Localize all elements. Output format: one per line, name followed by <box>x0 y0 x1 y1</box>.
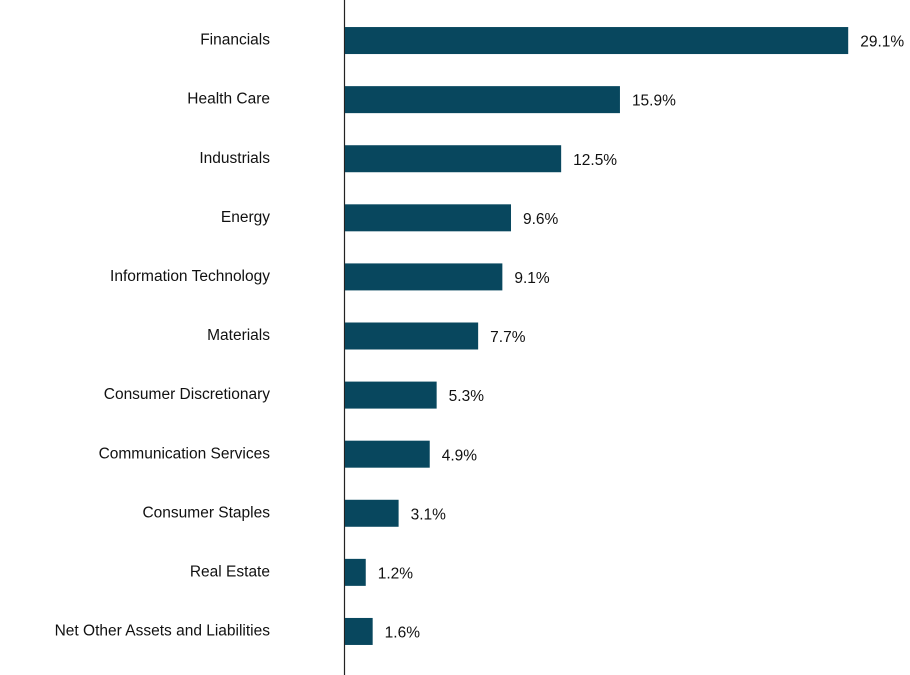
bar <box>345 558 366 586</box>
category-label: Energy <box>221 209 270 226</box>
category-label: Materials <box>207 327 270 344</box>
value-label: 29.1% <box>860 34 904 51</box>
bar <box>345 381 437 409</box>
value-label: 9.6% <box>523 211 559 228</box>
bar <box>345 322 479 350</box>
category-label: Consumer Discretionary <box>104 386 270 403</box>
value-label: 15.9% <box>632 93 676 110</box>
bar <box>345 204 512 232</box>
category-label: Information Technology <box>110 268 270 285</box>
value-label: 3.1% <box>411 506 447 523</box>
value-label: 9.1% <box>514 270 550 287</box>
value-label: 5.3% <box>449 388 485 405</box>
bar <box>345 263 503 291</box>
value-label: 1.2% <box>378 565 414 582</box>
value-label: 1.6% <box>385 625 421 642</box>
category-label: Communication Services <box>99 445 271 462</box>
value-label: 12.5% <box>573 152 617 169</box>
value-label: 4.9% <box>442 447 478 464</box>
bar <box>345 27 849 55</box>
bar <box>345 145 562 173</box>
bar <box>345 86 620 114</box>
value-label: 7.7% <box>490 329 526 346</box>
category-label: Financials <box>200 32 270 49</box>
category-label: Net Other Assets and Liabilities <box>55 623 271 640</box>
bar <box>345 440 430 468</box>
category-label: Consumer Staples <box>142 504 270 521</box>
category-label: Real Estate <box>190 563 270 580</box>
bar <box>345 617 373 645</box>
category-label: Health Care <box>187 91 270 108</box>
bar <box>345 499 399 527</box>
category-label: Industrials <box>199 150 270 167</box>
